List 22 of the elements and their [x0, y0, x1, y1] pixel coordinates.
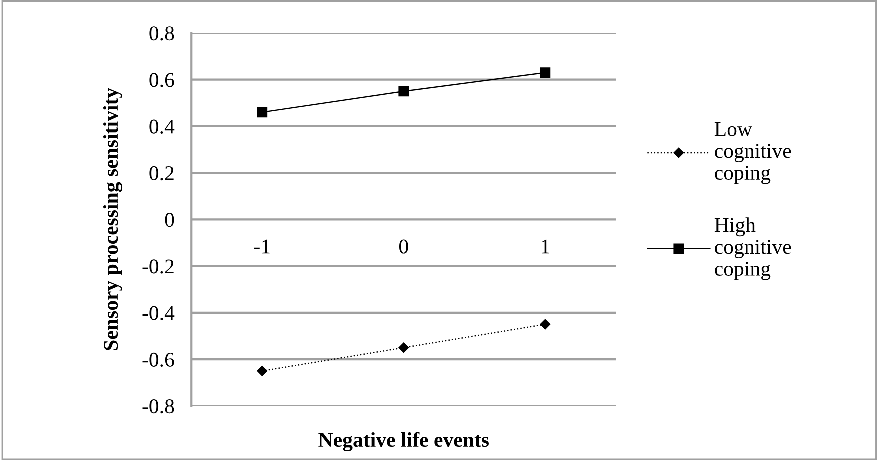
- y-tick-label: -0.8: [142, 400, 174, 414]
- point: [257, 107, 268, 118]
- y-tick-label: -0.2: [142, 260, 174, 274]
- y-tick-label: 0.2: [150, 166, 174, 181]
- y-tick-label: 0: [165, 213, 174, 228]
- y-axis-title: Sensory processing sensitivity: [103, 88, 123, 350]
- point: [398, 86, 410, 97]
- y-tick-label: -0.4: [142, 306, 175, 320]
- y-tick-label: -0.6: [142, 352, 174, 368]
- legend-label: Low cognitive coping: [714, 122, 792, 184]
- y-tick-label: 0.8: [150, 26, 174, 41]
- y-tick-label: 0.4: [150, 120, 175, 134]
- legend-label: High cognitive coping: [714, 218, 792, 280]
- y-tick-label: 0.6: [150, 73, 174, 88]
- x-tick-label: 1: [542, 240, 550, 254]
- point: [540, 319, 551, 330]
- point: [257, 366, 268, 376]
- point: [540, 68, 551, 78]
- point: [398, 342, 410, 353]
- x-axis-title: Negative life events: [318, 432, 490, 452]
- x-tick-label: 0: [399, 240, 408, 254]
- x-tick-label: -1: [254, 240, 270, 254]
